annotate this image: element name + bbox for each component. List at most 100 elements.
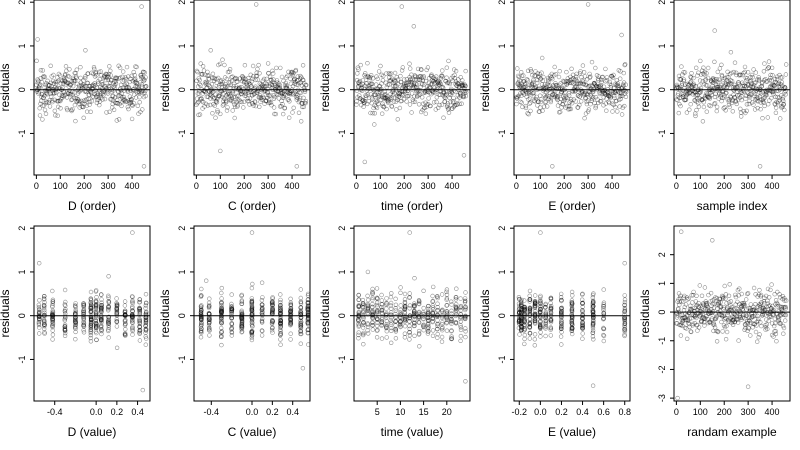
- data-point: [754, 98, 760, 104]
- data-point: [356, 330, 361, 335]
- data-point: [88, 321, 94, 327]
- data-point: [57, 73, 63, 78]
- data-point: [108, 97, 113, 102]
- data-point: [430, 293, 435, 299]
- data-point: [447, 95, 452, 101]
- data-point: [95, 91, 101, 97]
- data-point: [695, 92, 700, 98]
- data-point: [253, 77, 258, 83]
- data-point: [765, 115, 770, 120]
- data-point: [564, 69, 569, 75]
- data-point: [50, 318, 56, 323]
- data-point: [596, 84, 602, 90]
- data-point: [62, 333, 68, 338]
- data-point: [106, 320, 111, 326]
- data-point: [530, 79, 536, 85]
- data-point: [141, 164, 147, 169]
- data-point: [219, 342, 224, 348]
- data-point: [518, 99, 523, 105]
- data-point: [775, 94, 780, 100]
- data-point: [423, 100, 428, 105]
- data-point: [99, 303, 104, 308]
- data-point: [759, 81, 765, 86]
- data-point: [689, 83, 694, 89]
- data-point: [123, 99, 128, 105]
- data-point: [259, 95, 264, 101]
- data-point: [552, 64, 557, 70]
- data-point: [357, 78, 363, 84]
- data-point: [368, 74, 373, 80]
- data-point: [98, 95, 104, 100]
- data-point: [683, 88, 689, 93]
- data-point: [402, 81, 407, 87]
- data-point: [451, 104, 456, 110]
- data-point: [458, 75, 463, 80]
- data-point: [106, 71, 112, 77]
- data-point: [84, 97, 89, 102]
- data-point: [52, 97, 57, 103]
- data-point: [102, 73, 107, 78]
- data-point: [114, 302, 120, 308]
- data-point: [219, 290, 224, 296]
- data-point: [429, 91, 434, 97]
- data-point: [541, 74, 546, 80]
- data-point: [94, 73, 99, 78]
- data-point: [450, 74, 455, 79]
- data-point: [278, 90, 283, 96]
- data-point: [281, 95, 286, 100]
- data-point: [39, 92, 45, 97]
- data-point: [198, 97, 203, 102]
- data-point: [129, 116, 135, 122]
- data-point: [112, 83, 118, 88]
- data-point: [137, 310, 143, 315]
- data-point: [618, 69, 623, 74]
- data-point: [199, 98, 205, 104]
- data-point: [259, 97, 265, 103]
- data-point: [243, 90, 248, 95]
- data-point: [356, 67, 361, 72]
- data-point: [520, 104, 525, 110]
- data-point: [711, 88, 716, 93]
- data-point: [214, 76, 219, 82]
- data-point: [716, 96, 721, 101]
- data-point: [50, 312, 55, 317]
- data-point: [454, 286, 459, 291]
- data-point: [408, 66, 413, 71]
- data-point: [363, 71, 368, 76]
- data-point: [457, 95, 462, 100]
- data-point: [114, 118, 120, 123]
- data-point: [50, 99, 55, 105]
- data-point: [359, 102, 364, 108]
- data-point: [73, 337, 78, 342]
- data-point: [587, 83, 593, 88]
- data-point: [458, 319, 464, 324]
- data-point: [140, 69, 146, 75]
- data-point: [522, 332, 527, 338]
- data-point: [542, 82, 548, 87]
- data-point: [72, 303, 78, 309]
- data-point: [37, 309, 42, 315]
- data-point: [91, 71, 96, 77]
- data-point: [43, 100, 48, 106]
- data-point: [136, 111, 141, 116]
- data-point: [780, 96, 785, 102]
- data-point: [381, 73, 386, 79]
- data-point: [771, 87, 776, 93]
- data-point: [402, 88, 408, 94]
- data-point: [393, 323, 398, 328]
- data-point: [603, 66, 608, 72]
- x-axis-label: time (value): [381, 425, 444, 439]
- data-point: [430, 328, 436, 333]
- data-point: [517, 332, 522, 337]
- data-point: [578, 80, 584, 86]
- data-point: [137, 331, 142, 336]
- data-point: [521, 73, 526, 78]
- data-point: [378, 97, 383, 103]
- data-point: [277, 83, 283, 88]
- data-point: [275, 80, 280, 85]
- data-point: [755, 86, 760, 92]
- data-point: [52, 108, 57, 114]
